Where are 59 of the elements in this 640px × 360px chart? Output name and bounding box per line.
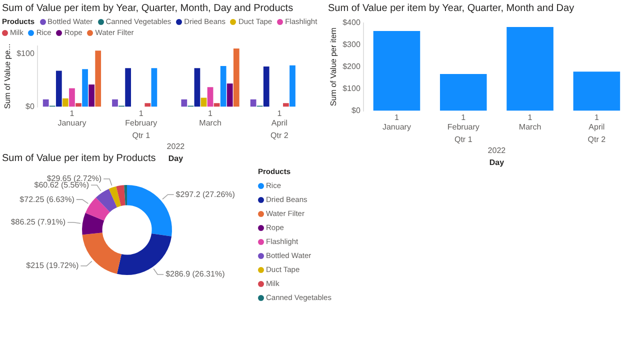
- bar: [506, 26, 554, 111]
- text: Qtr 1: [132, 131, 151, 140]
- bar: [194, 68, 200, 107]
- x-axis-title: Day: [168, 154, 184, 164]
- y-tick-label: $400: [342, 18, 361, 28]
- bar: [69, 88, 75, 107]
- x-tick-label: 1 April: [588, 112, 605, 132]
- bar: [144, 103, 151, 107]
- bar: [290, 65, 296, 107]
- text: Qtr 1: [454, 135, 473, 144]
- bar: [88, 84, 95, 107]
- chart-title: Sum of Value per item by Year, Quarter, Month and Day: [328, 2, 576, 15]
- bar: [82, 69, 88, 107]
- text: 2022: [488, 146, 506, 156]
- y-tick-label: $200: [342, 62, 361, 72]
- data-label: $60.62 (5.56%): [34, 180, 90, 190]
- bar: [125, 68, 131, 107]
- bar: [373, 30, 420, 111]
- data-label: $215 (19.72%): [26, 261, 79, 270]
- bar: [440, 74, 487, 111]
- y-axis-title: Sum of Value pe...: [3, 44, 12, 109]
- bar: [42, 99, 49, 107]
- bar: [62, 98, 68, 107]
- x-tick-label: 1 January: [58, 108, 86, 128]
- y-tick-label: $0: [25, 102, 35, 112]
- bar: [207, 87, 214, 107]
- data-label: $297.2 (27.26%): [176, 190, 236, 199]
- bar: [263, 66, 270, 107]
- data-label: $286.9 (26.31%): [166, 270, 226, 279]
- x-tick-label: 1 February: [447, 112, 480, 132]
- bar: [573, 72, 620, 111]
- bar: [226, 83, 233, 107]
- y-axis-title: Sum of Value per item: [329, 27, 338, 106]
- x-tick-label: 1 January: [382, 112, 411, 132]
- text: Qtr 2: [270, 131, 289, 140]
- x-tick-label: 1 February: [125, 108, 158, 128]
- x-axis-title: Day: [489, 158, 505, 168]
- data-label: $86.25 (7.91%): [10, 218, 66, 227]
- data-label: $72.25 (6.63%): [20, 194, 75, 204]
- x-tick-label: 1 March: [518, 112, 542, 132]
- chart-title: Sum of Value per item by Year, Quarter, Month, Day and Products: [2, 2, 294, 15]
- y-tick-label: $0: [351, 106, 361, 116]
- bar: [233, 48, 240, 107]
- bar: [76, 103, 82, 107]
- chart-title: Sum of Value per item by Products: [2, 153, 156, 164]
- text: 2022: [166, 142, 186, 152]
- bar: [56, 70, 62, 107]
- bar: [112, 99, 118, 107]
- bar: [220, 66, 226, 107]
- x-tick-label: 1 March: [199, 108, 222, 128]
- x-tick-label: 1 April: [271, 108, 288, 128]
- bar: [151, 68, 158, 107]
- text: Qtr 2: [588, 135, 606, 144]
- bar: [181, 99, 188, 107]
- bar: [283, 103, 289, 107]
- y-tick-label: $100: [16, 48, 35, 58]
- y-tick-label: $100: [342, 84, 361, 94]
- y-tick-label: $300: [342, 40, 361, 50]
- bar: [95, 50, 102, 107]
